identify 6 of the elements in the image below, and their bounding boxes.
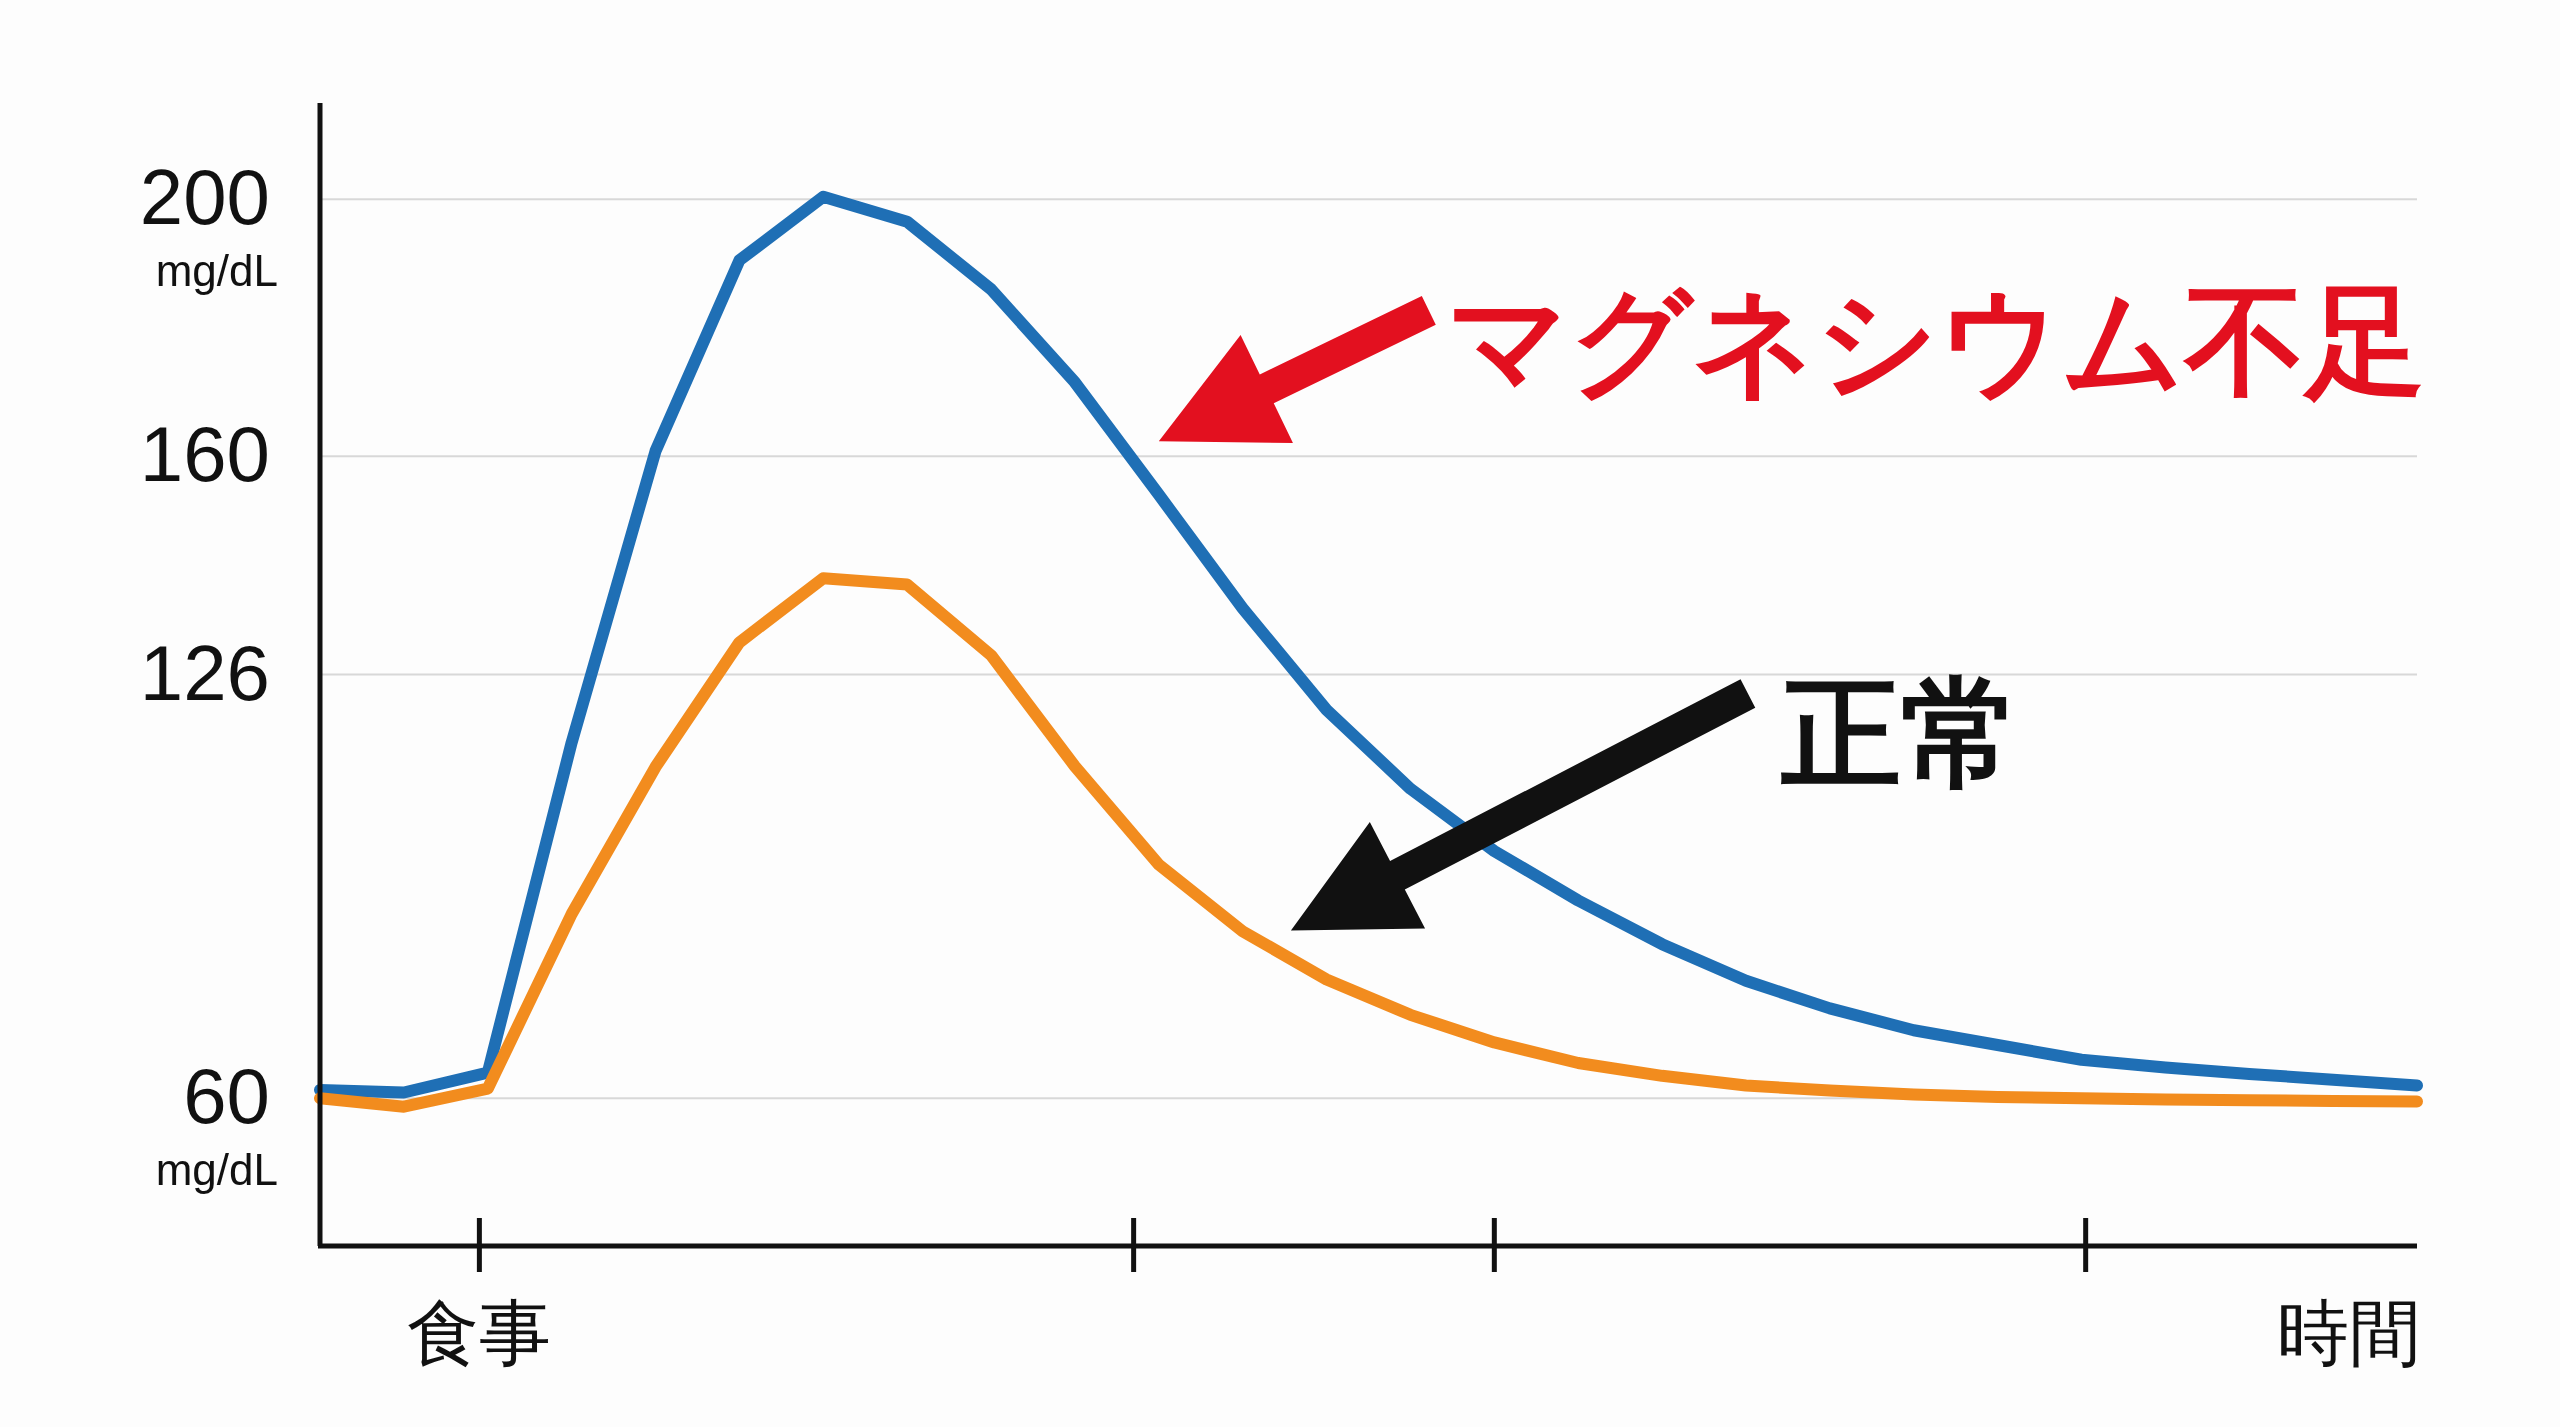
x-axis-title: 時間 <box>2277 1293 2421 1373</box>
y-tick-label: 160 <box>139 410 270 499</box>
annotation: マグネシウム不足 <box>1446 274 2425 409</box>
text: 食事 <box>407 1293 552 1373</box>
annotation: 正常 <box>1779 665 2021 800</box>
y-tick-label: 126 <box>139 628 270 717</box>
